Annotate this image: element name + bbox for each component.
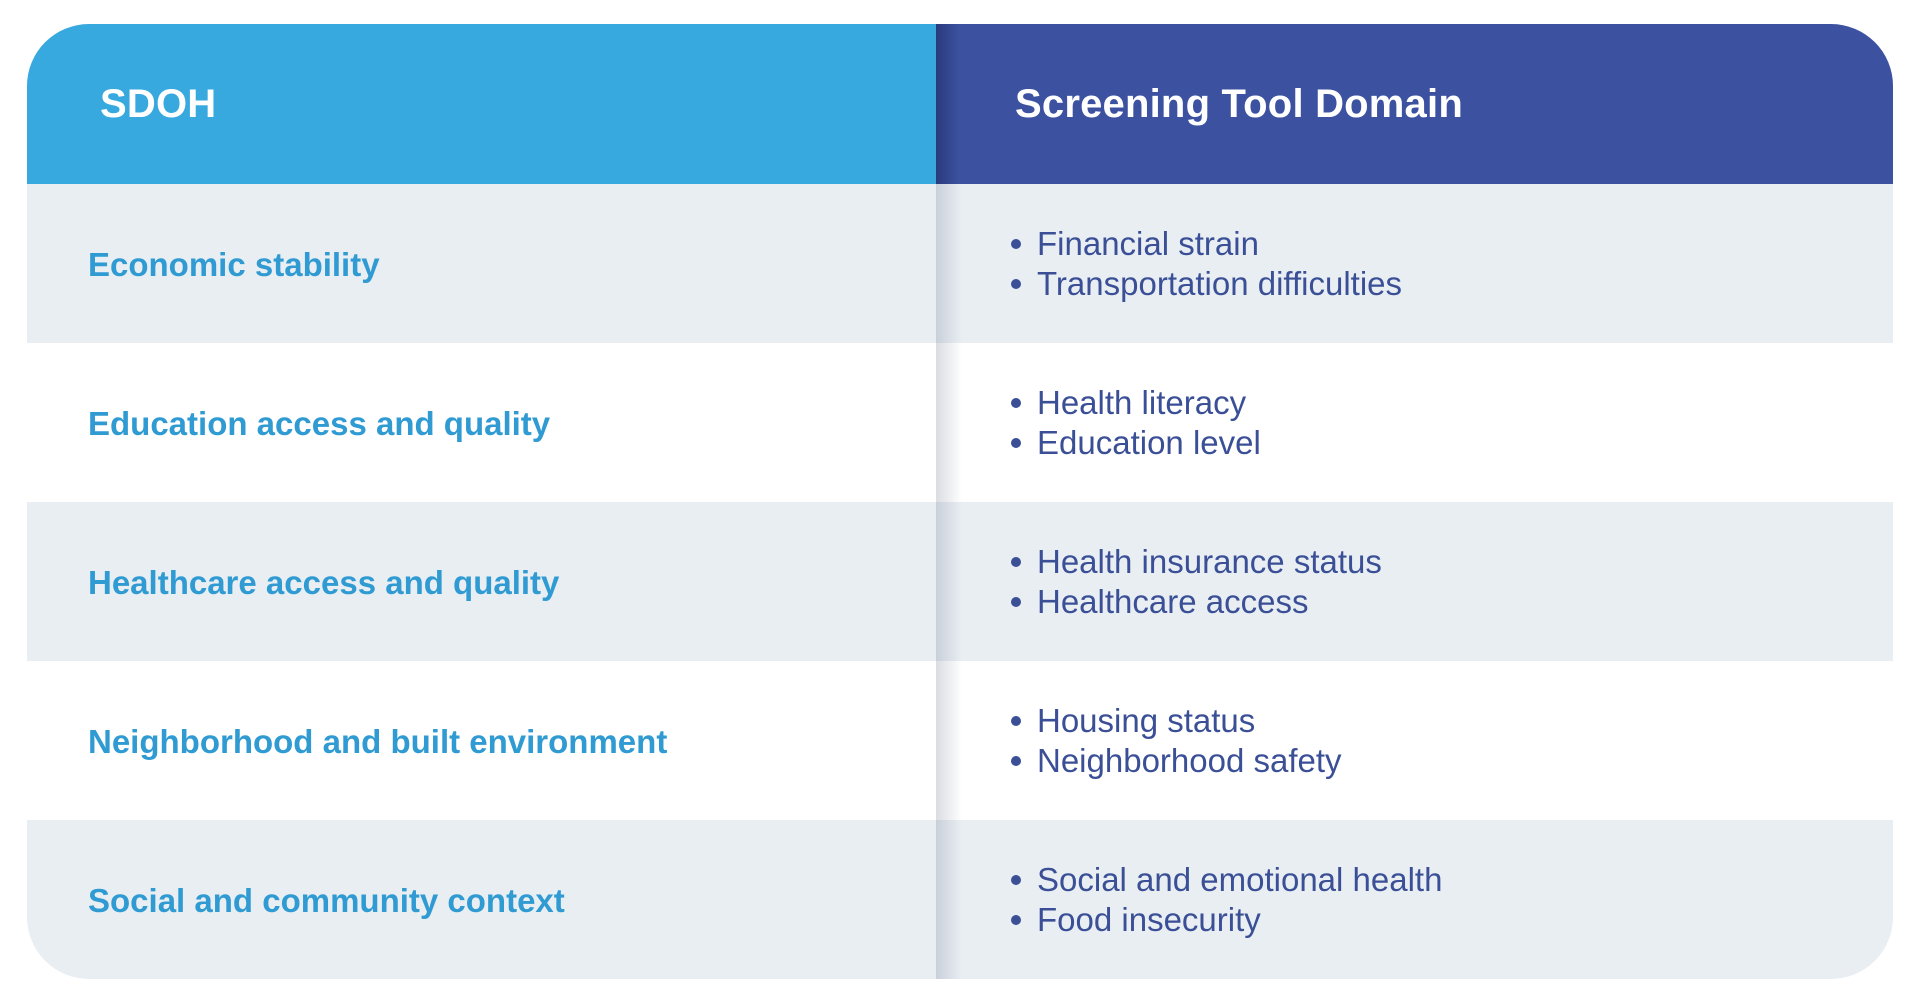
domain-list: Financial strain Transportation difficul… [1011, 224, 1402, 304]
domain-item: Transportation difficulties [1011, 264, 1402, 304]
bullet-icon [1011, 238, 1021, 249]
table-row: Neighborhood and built environment Housi… [27, 661, 1893, 820]
domain-list: Health literacy Education level [1011, 383, 1261, 463]
bullet-icon [1011, 755, 1021, 766]
table-row: Healthcare access and quality Health ins… [27, 502, 1893, 661]
bullet-icon [1011, 914, 1021, 925]
domain-list: Social and emotional health Food insecur… [1011, 860, 1442, 940]
domain-text: Food insecurity [1037, 900, 1261, 938]
domain-list: Housing status Neighborhood safety [1011, 701, 1342, 781]
domain-text: Neighborhood safety [1037, 741, 1342, 779]
domain-item: Housing status [1011, 701, 1342, 741]
bullet-icon [1011, 874, 1021, 885]
header-cell-sdoh: SDOH [27, 24, 936, 184]
table-row: Education access and quality Health lite… [27, 343, 1893, 502]
bullet-icon [1011, 437, 1021, 448]
sdoh-cell: Education access and quality [27, 343, 936, 502]
sdoh-label: Social and community context [88, 881, 565, 919]
bullet-icon [1011, 278, 1021, 289]
sdoh-table: SDOH Screening Tool Domain Economic stab… [27, 24, 1893, 979]
sdoh-cell: Economic stability [27, 184, 936, 343]
sdoh-label: Education access and quality [88, 404, 551, 442]
sdoh-label: Economic stability [88, 245, 380, 283]
domain-cell: Housing status Neighborhood safety [936, 661, 1893, 820]
domain-item: Education level [1011, 423, 1261, 463]
bullet-icon [1011, 715, 1021, 726]
sdoh-label: Healthcare access and quality [88, 563, 560, 601]
sdoh-cell: Healthcare access and quality [27, 502, 936, 661]
bullet-icon [1011, 596, 1021, 607]
domain-text: Health insurance status [1037, 542, 1382, 580]
sdoh-cell: Neighborhood and built environment [27, 661, 936, 820]
domain-text: Financial strain [1037, 224, 1259, 262]
domain-text: Healthcare access [1037, 582, 1309, 620]
domain-item: Financial strain [1011, 224, 1402, 264]
domain-cell: Financial strain Transportation difficul… [936, 184, 1893, 343]
domain-text: Social and emotional health [1037, 860, 1443, 898]
bullet-icon [1011, 397, 1021, 408]
table-row: Social and community context Social and … [27, 820, 1893, 979]
domain-item: Neighborhood safety [1011, 741, 1342, 781]
domain-text: Health literacy [1037, 383, 1247, 421]
domain-item: Health insurance status [1011, 542, 1382, 582]
domain-cell: Social and emotional health Food insecur… [936, 820, 1893, 979]
header-cell-screening-domain: Screening Tool Domain [936, 24, 1893, 184]
column-header-sdoh: SDOH [100, 81, 217, 126]
domain-item: Healthcare access [1011, 582, 1382, 622]
domain-text: Transportation difficulties [1037, 264, 1403, 302]
domain-cell: Health insurance status Healthcare acces… [936, 502, 1893, 661]
table-row: Economic stability Financial strain Tran… [27, 184, 1893, 343]
sdoh-cell: Social and community context [27, 820, 936, 979]
domain-cell: Health literacy Education level [936, 343, 1893, 502]
column-header-screening-tool-domain: Screening Tool Domain [1015, 81, 1463, 126]
domain-text: Housing status [1037, 701, 1256, 739]
domain-item: Health literacy [1011, 383, 1261, 423]
table-header: SDOH Screening Tool Domain [27, 24, 1893, 184]
bullet-icon [1011, 556, 1021, 567]
domain-list: Health insurance status Healthcare acces… [1011, 542, 1382, 622]
domain-item: Food insecurity [1011, 900, 1442, 940]
sdoh-label: Neighborhood and built environment [88, 722, 668, 760]
domain-text: Education level [1037, 423, 1261, 461]
domain-item: Social and emotional health [1011, 860, 1442, 900]
